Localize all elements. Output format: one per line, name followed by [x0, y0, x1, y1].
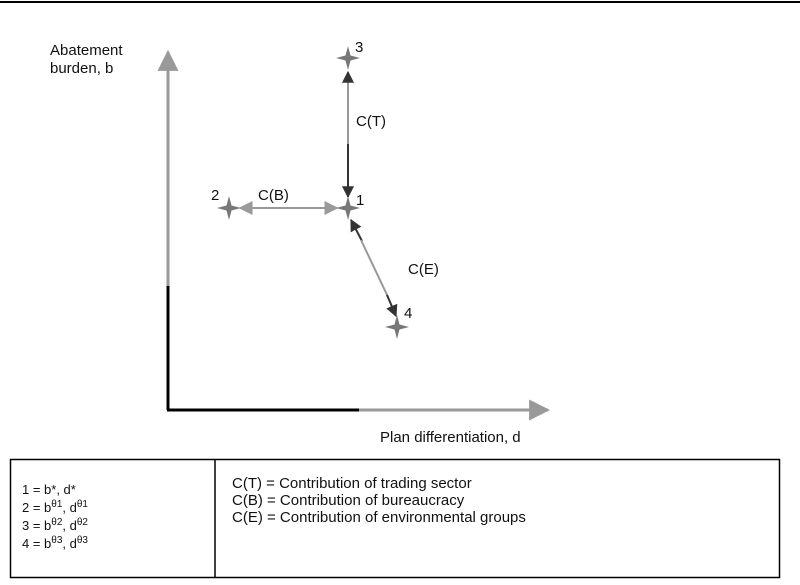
superscript: θ2 [77, 517, 89, 528]
legend-text: , d [62, 500, 76, 515]
superscript: θ2 [51, 517, 63, 528]
legend-right: C(T) = Contribution of trading sectorC(B… [232, 475, 526, 526]
legend-entry: 1 = b*, d* [22, 482, 76, 497]
edge-label: C(T) [356, 113, 386, 130]
node-label: 3 [355, 39, 363, 56]
legend-entry: C(B) = Contribution of bureaucracy [232, 492, 465, 509]
star [336, 196, 360, 220]
star [336, 46, 360, 70]
x-axis-label: Plan differentiation, d [380, 429, 521, 446]
star [385, 315, 409, 339]
node-label: 1 [356, 192, 364, 209]
legend-entry: 4 = bθ3, dθ3 [22, 535, 88, 551]
edge-label: C(B) [258, 187, 289, 204]
node-markers [217, 46, 409, 339]
arrow [350, 218, 363, 242]
legend-entry: 3 = bθ2, dθ2 [22, 517, 88, 533]
legend-box [9, 458, 781, 579]
superscript: θ1 [77, 499, 89, 510]
legend-text: 1 = b*, d* [22, 482, 76, 497]
legend-entry: 2 = bθ1, dθ1 [22, 499, 88, 515]
superscript: θ1 [51, 499, 63, 510]
legend-text: 2 = b [22, 500, 51, 515]
legend-text: , d [62, 536, 76, 551]
y-axis-label: Abatement [50, 42, 123, 59]
legend-text: 4 = b [22, 536, 51, 551]
legend-text: , d [62, 518, 76, 533]
edge-label: C(E) [408, 261, 439, 278]
superscript: θ3 [51, 535, 63, 546]
legend-entry: C(E) = Contribution of environmental gro… [232, 509, 526, 526]
node-label: 2 [211, 187, 219, 204]
arrow [386, 294, 398, 318]
arrow [360, 239, 389, 298]
y-axis-label: burden, b [50, 60, 113, 77]
superscript: θ3 [77, 535, 89, 546]
legend-entry: C(T) = Contribution of trading sector [232, 475, 472, 492]
node-label: 4 [404, 305, 412, 322]
legend-text: 3 = b [22, 518, 51, 533]
star [217, 196, 241, 220]
